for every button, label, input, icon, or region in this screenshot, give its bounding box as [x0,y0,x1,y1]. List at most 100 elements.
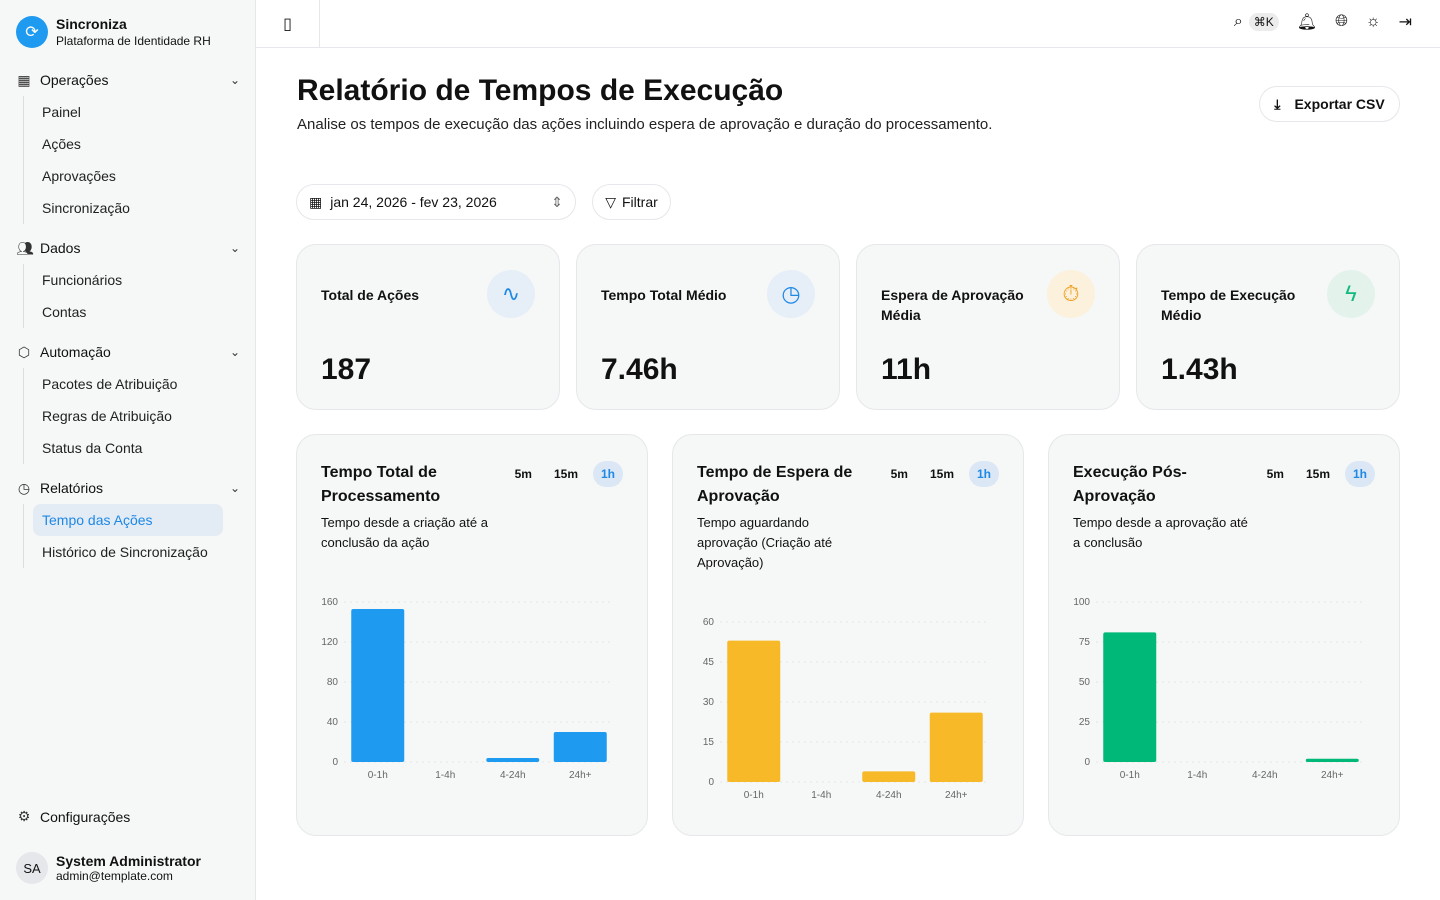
filter-icon: ▽ [605,193,616,210]
x-tick-label: 1-4h [435,770,455,781]
range-button-1h[interactable]: 1h [969,461,999,487]
date-range-picker[interactable]: ▦ jan 24, 2026 - fev 23, 2026 ⇕ [296,184,576,220]
stat-label: Espera de Aprovação Média [881,287,1024,323]
sidebar-item[interactable]: Tempo das Ações [33,504,223,536]
y-tick-label: 60 [703,617,715,628]
stat-label: Total de Ações [321,287,420,303]
sidebar-item[interactable]: Painel [42,104,81,120]
stat-card: Espera de Aprovação Média ⏱︎ 11h [856,244,1120,410]
x-tick-label: 0-1h [368,770,388,781]
avatar: SA [16,852,48,884]
page-title: Relatório de Tempos de Execução [297,74,784,107]
sidebar-item[interactable]: Aprovações [42,168,116,184]
globe-icon[interactable]: 🌐︎ [1335,13,1348,30]
sidebar: ⟳ Sincroniza Plataforma de Identidade RH… [0,0,256,900]
sidebar-group-1[interactable]: 👥︎ Dados ⌄ [0,232,256,264]
bar-24h+[interactable] [1305,758,1359,762]
x-tick-label: 4-24h [500,770,526,781]
settings-label: Configurações [40,808,131,825]
chart-subtitle: Tempo desde a criação até a conclusão da… [321,515,488,550]
sidebar-subitems: Pacotes de Atribuição Regras de Atribuiçã… [23,368,256,464]
x-tick-label: 0-1h [744,790,764,801]
bell-icon[interactable]: 🔔︎ [1296,14,1318,31]
chart-title: Tempo de Espera de Aprovação [697,464,853,505]
sidebar-group-2[interactable]: ⬡ Automação ⌄ [0,336,256,368]
chevron-down-icon: ⌄ [229,345,240,359]
bar-4-24h[interactable] [486,758,540,762]
sidebar-item[interactable]: Contas [42,304,87,320]
sidebar-item-settings[interactable]: ⚙ Configurações [16,808,131,825]
group-label: Automação [40,344,111,360]
clock-icon: ◷ [767,270,815,318]
bar-0-1h[interactable] [1103,632,1157,762]
gear-icon: ⚙ [17,808,31,824]
y-tick-label: 45 [703,657,715,668]
sidebar-item[interactable]: Status da Conta [42,440,143,456]
bar-24h+[interactable] [929,712,983,782]
bar-0-1h[interactable] [727,640,781,782]
y-tick-label: 160 [321,597,338,608]
chart-card: Execução Pós-Aprovação Tempo desde a apro… [1048,434,1400,836]
logout-icon[interactable]: ⇥ [1398,14,1412,31]
sidebar-nav: ▦ Operações ⌄ Painel Ações Aprovações Sincroni… [0,64,256,576]
package-icon: ⬡ [17,343,31,360]
sidebar-item[interactable]: Regras de Atribuição [42,408,172,424]
sidebar-group-0[interactable]: ▦ Operações ⌄ [0,64,256,96]
x-tick-label: 4-24h [876,790,902,801]
download-icon: ⤓ [1274,95,1281,112]
sidebar-item[interactable]: Ações [42,136,81,152]
bar-24h+[interactable] [553,732,607,762]
x-tick-label: 24h+ [945,790,968,801]
user-profile[interactable]: SA System Administrator admin@template.c… [16,852,201,884]
y-tick-label: 75 [1079,637,1091,648]
bar-0-1h[interactable] [351,609,405,762]
page-description: Analise os tempos de execução das ações … [297,116,993,133]
range-button-5m[interactable]: 5m [1266,467,1284,481]
bar-4-24h[interactable] [862,771,916,782]
range-button-5m[interactable]: 5m [890,467,908,481]
y-tick-label: 15 [703,737,715,748]
sidebar-item[interactable]: Sincronização [42,200,130,216]
bar-chart: 0 25 50 75 100 0-1h 1-4h 4-24h 24h+ [1073,597,1366,781]
sun-icon[interactable]: ☼ [1365,13,1381,30]
y-tick-label: 25 [1079,717,1091,728]
chart-title: Execução Pós-Aprovação [1073,464,1187,505]
app-name: Sincroniza [56,16,127,32]
stat-label: Tempo Total Médio [601,287,727,303]
y-tick-label: 0 [708,777,714,788]
app-subtitle: Plataforma de Identidade RH [56,34,211,48]
filter-label: Filtrar [622,194,658,210]
chart-title: Tempo Total de Processamento [321,464,441,505]
export-csv-button[interactable]: ⤓ Exportar CSV [1259,86,1400,122]
stat-value: 187 [321,353,372,386]
range-button-1h[interactable]: 1h [593,461,623,487]
timer-icon: ⏱︎ [1047,270,1095,318]
export-label: Exportar CSV [1294,96,1385,112]
group-label: Relatórios [40,480,104,496]
range-button-1h[interactable]: 1h [1345,461,1375,487]
search-icon[interactable]: ⌕ [1233,13,1243,30]
stat-card: Tempo de Execução Médio ϟ 1.43h [1136,244,1400,410]
sidebar-item[interactable]: Pacotes de Atribuição [42,376,178,392]
group-label: Operações [40,72,109,88]
range-button-15m[interactable]: 15m [929,467,954,481]
sidebar-group-3[interactable]: ◷ Relatórios ⌄ [0,472,256,504]
sync-icon: ⟳ [16,16,48,48]
stat-label: Tempo de Execução Médio [1161,287,1296,323]
range-button-15m[interactable]: 15m [553,467,578,481]
sidebar-item[interactable]: Funcionários [42,272,123,288]
range-button-5m[interactable]: 5m [514,467,532,481]
stat-value: 7.46h [601,353,678,386]
sidebar-subitems: Funcionários Contas [23,264,256,328]
y-tick-label: 0 [332,757,338,768]
sidebar-toggle-icon[interactable]: ▯ [256,0,320,48]
grid-icon: ▦ [17,71,31,88]
filter-button[interactable]: ▽ Filtrar [592,184,671,220]
range-button-15m[interactable]: 15m [1305,467,1330,481]
x-tick-label: 0-1h [1120,770,1140,781]
shortcut-badge[interactable]: ⌘K [1248,13,1279,31]
x-tick-label: 24h+ [1321,770,1344,781]
y-tick-label: 0 [1084,757,1090,768]
brand[interactable]: ⟳ Sincroniza Plataforma de Identidade RH [16,16,211,48]
sidebar-item[interactable]: Histórico de Sincronização [42,544,208,560]
